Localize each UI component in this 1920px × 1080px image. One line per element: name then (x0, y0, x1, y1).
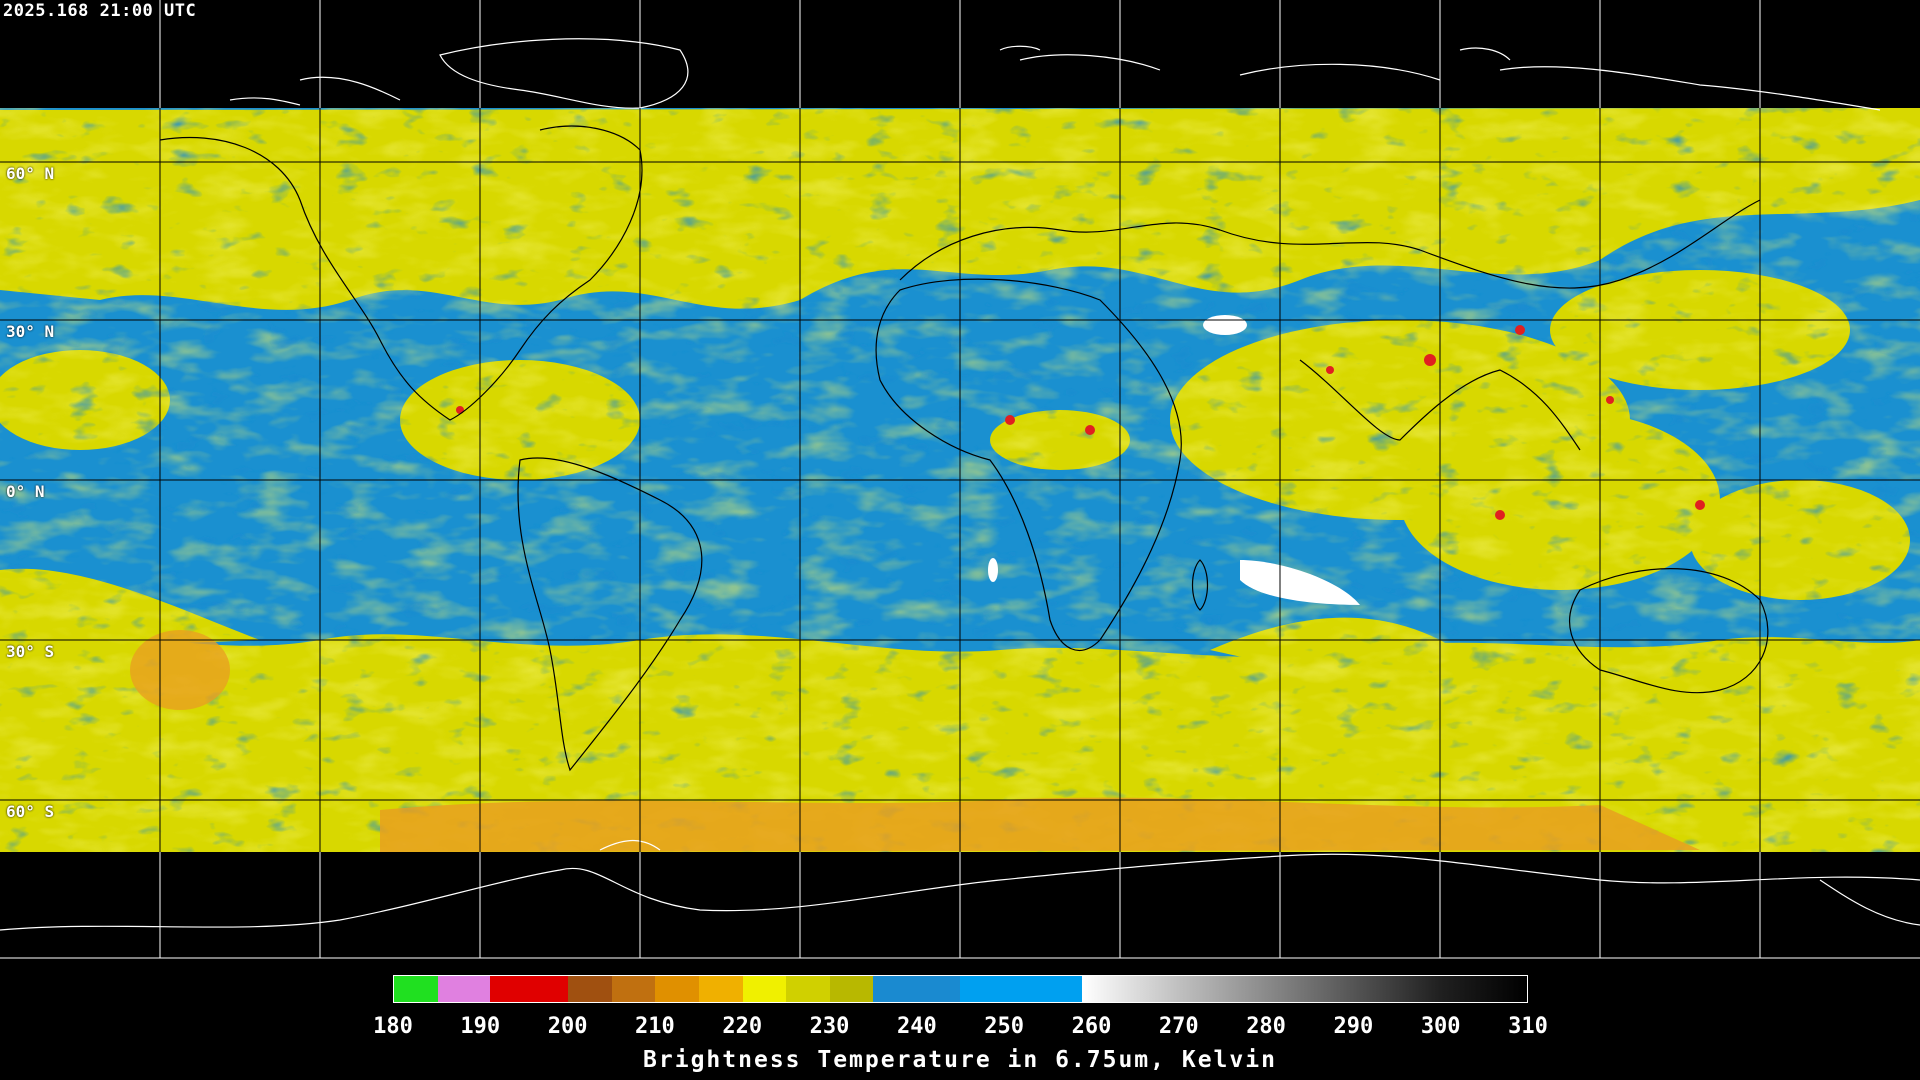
lon-grid-outside (0, 0, 1920, 959)
very-dry-region-arabia (1203, 315, 1247, 335)
colorbar-segment (829, 976, 874, 1002)
colorbar-segment (394, 976, 438, 1002)
colorbar-tick-label: 260 (1071, 1014, 1112, 1039)
colorbar-segment (568, 976, 612, 1002)
colorbar-segment (960, 976, 1083, 1002)
colorbar-tick-label: 290 (1333, 1014, 1374, 1039)
lat-label-0n: 0° N (6, 482, 45, 501)
cold-region-pacific (130, 630, 230, 710)
colorbar-segment (437, 976, 490, 1002)
colorbar-tick-label: 200 (547, 1014, 588, 1039)
lon-grid (159, 108, 1761, 852)
colorbar-tick-label: 310 (1508, 1014, 1548, 1039)
colorbar-segment (1082, 976, 1179, 1002)
colorbar-tick-label: 190 (460, 1014, 501, 1039)
colorbar-tick-label: 280 (1246, 1014, 1286, 1039)
colorbar-segment (1178, 976, 1309, 1002)
colorbar-segment (489, 976, 569, 1002)
colorbar-tick-label: 180 (373, 1014, 413, 1039)
colorbar-segment (611, 976, 656, 1002)
colorbar-segment (1308, 976, 1440, 1002)
colorbar-segment (786, 976, 830, 1002)
colorbar-tick-label: 240 (896, 1014, 937, 1039)
colorbar-tick-label: 270 (1158, 1014, 1199, 1039)
deep-convection (456, 325, 1705, 520)
colorbar-tick-label: 250 (984, 1014, 1025, 1039)
very-dry-region (1240, 560, 1360, 605)
colorbar-segment (1439, 976, 1527, 1002)
lat-label-60s: 60° S (6, 802, 55, 821)
colorbar-title: Brightness Temperature in 6.75um, Kelvin (643, 1047, 1277, 1073)
colorbar-segment (873, 976, 961, 1002)
lat-label-60n: 60° N (6, 164, 55, 183)
colorbar-segment (698, 976, 743, 1002)
colorbar-segment (742, 976, 787, 1002)
lat-label-30n: 30° N (6, 322, 55, 341)
colorbar-tick-label: 220 (722, 1014, 763, 1039)
satellite-map: 2025.168 21:00 UTC 60° N 30° N 0° N 30° … (0, 0, 1920, 959)
very-dry-region-africa (988, 558, 998, 582)
colorbar (393, 975, 1528, 1003)
polar-coastlines (0, 38, 1920, 931)
colorbar-tick-label: 300 (1420, 1014, 1461, 1039)
colorbar-segment (655, 976, 699, 1002)
colorbar-tick-label: 230 (809, 1014, 850, 1039)
lat-label-30s: 30° S (6, 642, 55, 661)
coastlines (159, 125, 1769, 772)
map-image (0, 0, 1920, 959)
timestamp-label: 2025.168 21:00 UTC (3, 1, 197, 21)
colorbar-tick-label: 210 (635, 1014, 675, 1039)
cold-region-south (380, 797, 1700, 852)
